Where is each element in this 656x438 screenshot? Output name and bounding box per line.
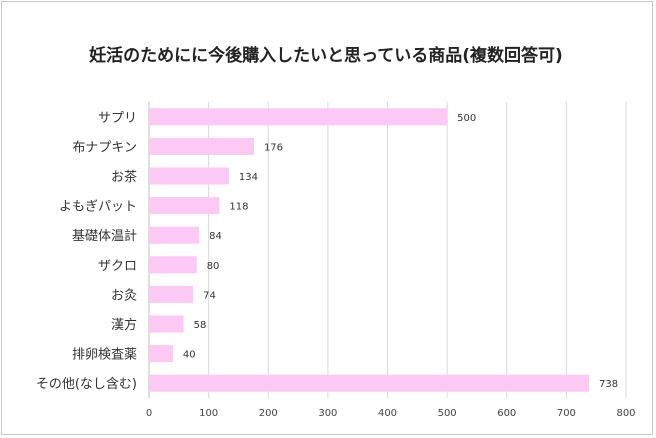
category-label: 排卵検査薬 <box>72 348 137 363</box>
bar <box>149 137 254 155</box>
bar <box>149 226 200 244</box>
chart-title: 妊活のためにに今後購入したいと思っている商品(複数回答可) <box>89 46 563 66</box>
bar <box>149 256 197 274</box>
category-label: 基礎体温計 <box>72 228 137 244</box>
gridlines <box>148 102 627 398</box>
category-label: その他(なし含む) <box>36 376 137 392</box>
x-tick-label: 200 <box>259 408 278 419</box>
category-label: 漢方 <box>111 317 137 333</box>
x-tick-label: 800 <box>616 408 635 419</box>
x-tick-label: 400 <box>378 408 397 419</box>
value-label: 40 <box>183 350 196 361</box>
x-tick-label: 500 <box>438 408 457 419</box>
x-tick-label: 0 <box>146 408 152 419</box>
value-label: 134 <box>239 172 258 183</box>
value-label: 738 <box>599 379 618 390</box>
value-label: 118 <box>229 202 248 213</box>
bar <box>149 197 220 215</box>
value-labels: 500 176 134 118 84 80 74 58 40 738 <box>183 113 618 390</box>
bar <box>149 345 173 363</box>
bar <box>149 108 448 126</box>
x-tick-label: 600 <box>497 408 516 419</box>
category-label: サプリ <box>98 111 137 126</box>
bar <box>149 315 184 333</box>
bar <box>149 374 590 392</box>
value-label: 176 <box>264 142 283 153</box>
category-labels: サプリ布ナプキンお茶よもぎパット基礎体温計ザクロお灸漢方排卵検査薬その他(なし含… <box>36 111 137 392</box>
x-axis-ticks: 0 100 200 300 400 500 600 700 800 <box>146 408 636 419</box>
category-label: よもぎパット <box>59 200 137 215</box>
value-label: 58 <box>194 320 207 331</box>
bars <box>149 108 590 392</box>
bar <box>149 167 229 185</box>
x-tick-label: 300 <box>318 408 337 419</box>
value-label: 80 <box>207 261 220 272</box>
x-tick-label: 100 <box>199 408 218 419</box>
value-label: 500 <box>457 113 476 124</box>
bar <box>149 285 194 303</box>
category-label: ザクロ <box>98 259 137 274</box>
x-tick-label: 700 <box>557 408 576 419</box>
category-label: お灸 <box>111 288 137 303</box>
category-label: 布ナプキン <box>72 140 137 155</box>
value-label: 74 <box>203 290 216 301</box>
category-label: お茶 <box>111 169 137 185</box>
value-label: 84 <box>209 231 222 242</box>
